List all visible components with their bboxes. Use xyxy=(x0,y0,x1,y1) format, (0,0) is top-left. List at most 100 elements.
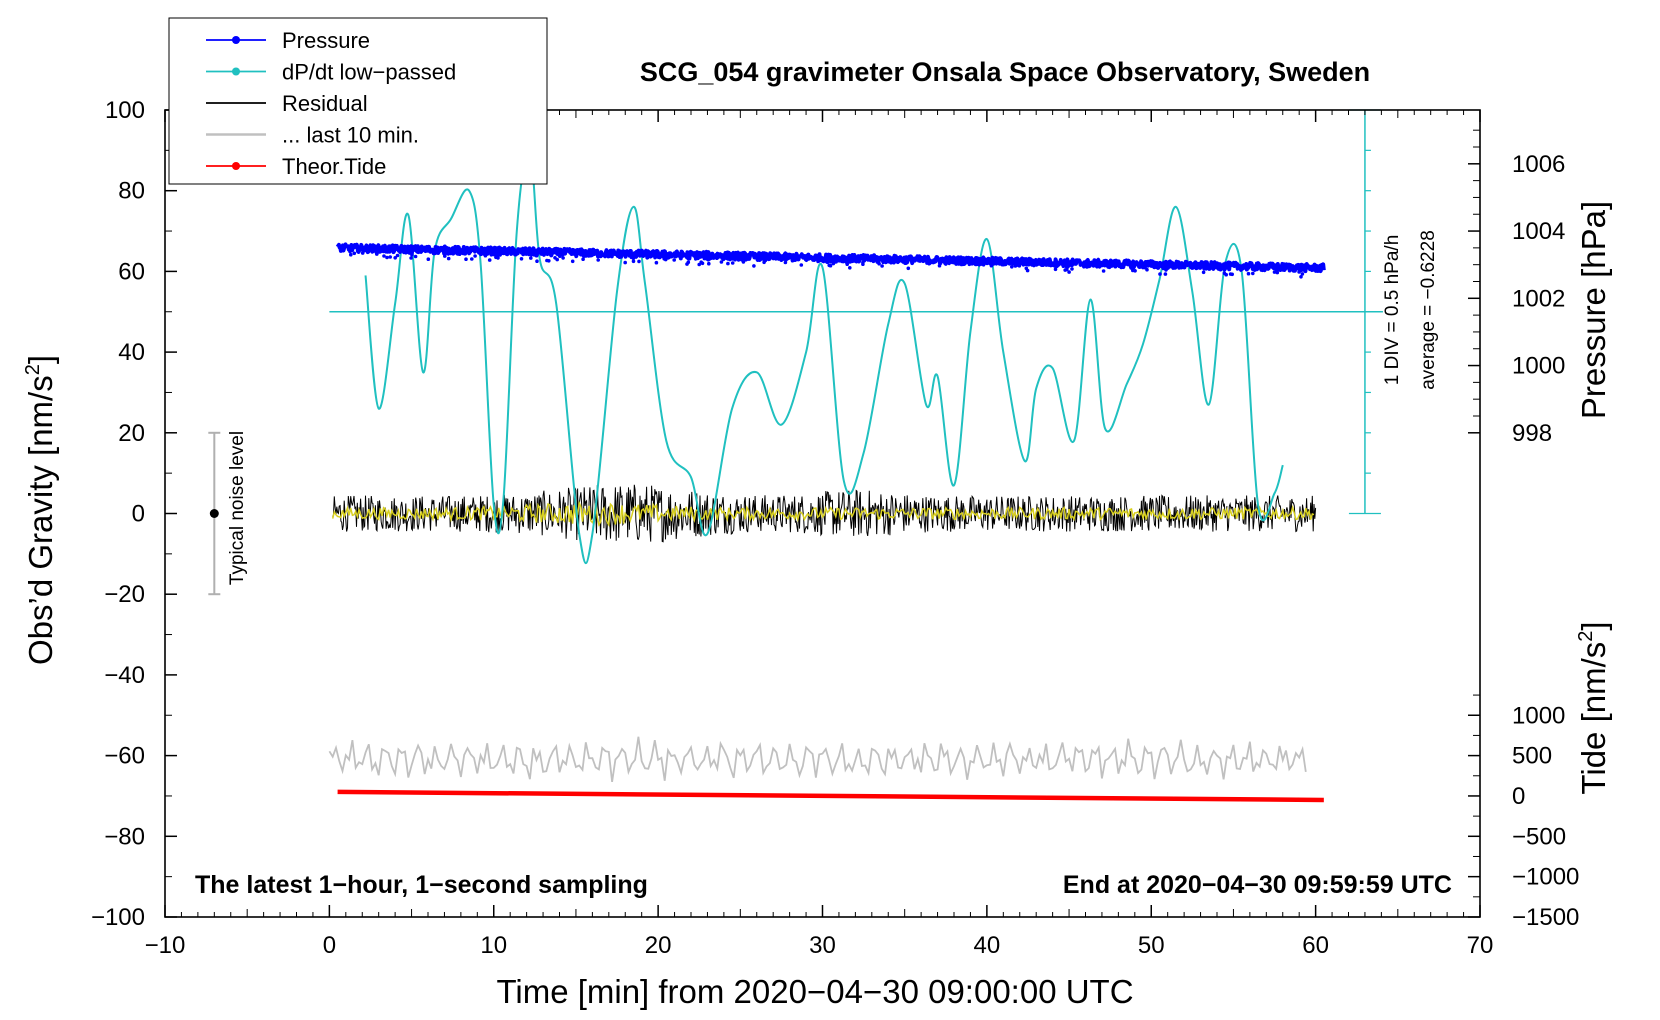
pressure-point xyxy=(1299,275,1303,279)
pressure-point xyxy=(799,263,804,267)
pressure-point xyxy=(473,254,477,258)
pressure-point xyxy=(752,264,756,268)
pressure-point xyxy=(861,260,865,265)
pressure-point xyxy=(413,254,418,259)
pressure-point xyxy=(382,254,386,258)
pressure-point xyxy=(850,259,855,264)
noise-center-dot xyxy=(209,509,219,518)
pressure-point xyxy=(672,258,676,262)
pressure-series xyxy=(335,242,1326,279)
pressure-point xyxy=(733,257,737,262)
pressure-point xyxy=(1066,265,1070,269)
pressure-point xyxy=(410,253,414,257)
pressure-point xyxy=(521,252,525,257)
tide-axis-label-main: Tide [nm/s xyxy=(1575,642,1612,795)
legend-label: dP/dt low−passed xyxy=(282,60,456,85)
pressure-point xyxy=(762,260,766,265)
pressure-tick-label: 998 xyxy=(1512,420,1552,447)
x-tick-label: −10 xyxy=(145,932,186,959)
y-tick-label: 80 xyxy=(118,178,145,205)
pressure-point xyxy=(637,259,641,264)
x-tick-label: 70 xyxy=(1467,932,1494,959)
pressure-point xyxy=(1297,270,1301,274)
chart-title: SCG_054 gravimeter Onsala Space Observat… xyxy=(640,57,1370,87)
pressure-point xyxy=(1013,264,1018,268)
pressure-point xyxy=(352,251,357,256)
pressure-point xyxy=(730,261,735,265)
y-axis-label: Obs’d Gravity [nm/s2] xyxy=(22,355,59,665)
legend-marker xyxy=(232,36,240,44)
legend-label: ... last 10 min. xyxy=(282,123,419,148)
pressure-point xyxy=(443,254,447,258)
axes-layer: −10 0 10 20 30 40 50 60 70−100−80−60−40−20020406… xyxy=(91,97,1579,959)
pressure-point xyxy=(596,258,600,262)
legend-label: Pressure xyxy=(282,28,370,53)
pressure-point xyxy=(1246,271,1251,276)
legend-label: Residual xyxy=(282,91,368,116)
pressure-point xyxy=(581,257,585,262)
pressure-point xyxy=(457,252,462,256)
pressure-point xyxy=(1067,270,1071,274)
pressure-point xyxy=(349,252,353,257)
pressure-point xyxy=(890,260,894,264)
pressure-point xyxy=(1201,270,1206,275)
pressure-point xyxy=(393,255,398,260)
pressure-point xyxy=(464,257,468,262)
pressure-point xyxy=(623,260,627,265)
pressure-point xyxy=(827,263,831,268)
x-tick-label: 10 xyxy=(480,932,507,959)
tide-tick-label: −1000 xyxy=(1512,864,1579,891)
pressure-line xyxy=(335,242,1326,274)
pressure-point xyxy=(1101,269,1106,273)
pressure-point xyxy=(1272,270,1277,274)
pressure-point xyxy=(1255,267,1259,272)
pressure-point xyxy=(446,256,451,261)
dpdt-average-label: average = −0.6228 xyxy=(1418,230,1439,390)
legend-box xyxy=(168,17,548,185)
x-tick-label: 60 xyxy=(1302,932,1329,959)
pressure-point xyxy=(937,263,942,268)
pressure-point xyxy=(1224,272,1228,277)
tide-tick-label: 1000 xyxy=(1512,702,1565,729)
series-layer xyxy=(208,109,1383,803)
pressure-tick-label: 1004 xyxy=(1512,218,1565,245)
pressure-point xyxy=(388,255,393,259)
noise-level-label: Typical noise level xyxy=(227,431,248,585)
x-tick-label: 20 xyxy=(645,932,672,959)
pressure-point xyxy=(707,261,711,266)
pressure-point xyxy=(487,258,492,262)
pressure-point xyxy=(470,257,474,261)
pressure-point xyxy=(1053,267,1058,272)
pressure-point xyxy=(1010,265,1014,269)
pressure-point xyxy=(545,258,549,263)
tide-tick-label: 0 xyxy=(1512,783,1525,810)
pressure-point xyxy=(880,264,884,268)
pressure-point xyxy=(1164,268,1168,272)
pressure-point xyxy=(494,255,498,260)
residual-smoothed-series xyxy=(331,500,1315,528)
y-axis-label-sup: 2 xyxy=(22,364,44,375)
y-tick-label: −80 xyxy=(104,823,145,850)
pressure-point xyxy=(570,259,575,264)
pressure-point xyxy=(783,260,788,265)
legend-marker xyxy=(232,67,240,76)
end-time-note: End at 2020−04−30 09:59:59 UTC xyxy=(1063,871,1452,899)
y-axis-label-end: ] xyxy=(22,355,59,364)
pressure-point xyxy=(925,261,929,265)
x-tick-label: 40 xyxy=(974,932,1001,959)
pressure-point xyxy=(654,260,659,265)
y-tick-label: −60 xyxy=(104,743,145,770)
x-tick-label: 30 xyxy=(809,932,836,959)
legend: Pressure dP/dt low−passed Residual ... last… xyxy=(168,17,548,185)
tide-tick-label: −1500 xyxy=(1512,904,1579,931)
sampling-note: The latest 1−hour, 1−second sampling xyxy=(195,871,648,899)
pressure-point xyxy=(519,257,524,261)
x-tick-label: 50 xyxy=(1138,932,1165,959)
y-tick-label: 40 xyxy=(118,339,145,366)
pressure-point xyxy=(877,261,881,266)
pressure-point xyxy=(686,256,690,261)
pressure-point xyxy=(619,255,623,259)
x-axis-label: Time [min] from 2020−04−30 09:00:00 UTC xyxy=(496,973,1133,1010)
pressure-point xyxy=(631,259,636,264)
y-tick-label: 20 xyxy=(118,420,145,447)
